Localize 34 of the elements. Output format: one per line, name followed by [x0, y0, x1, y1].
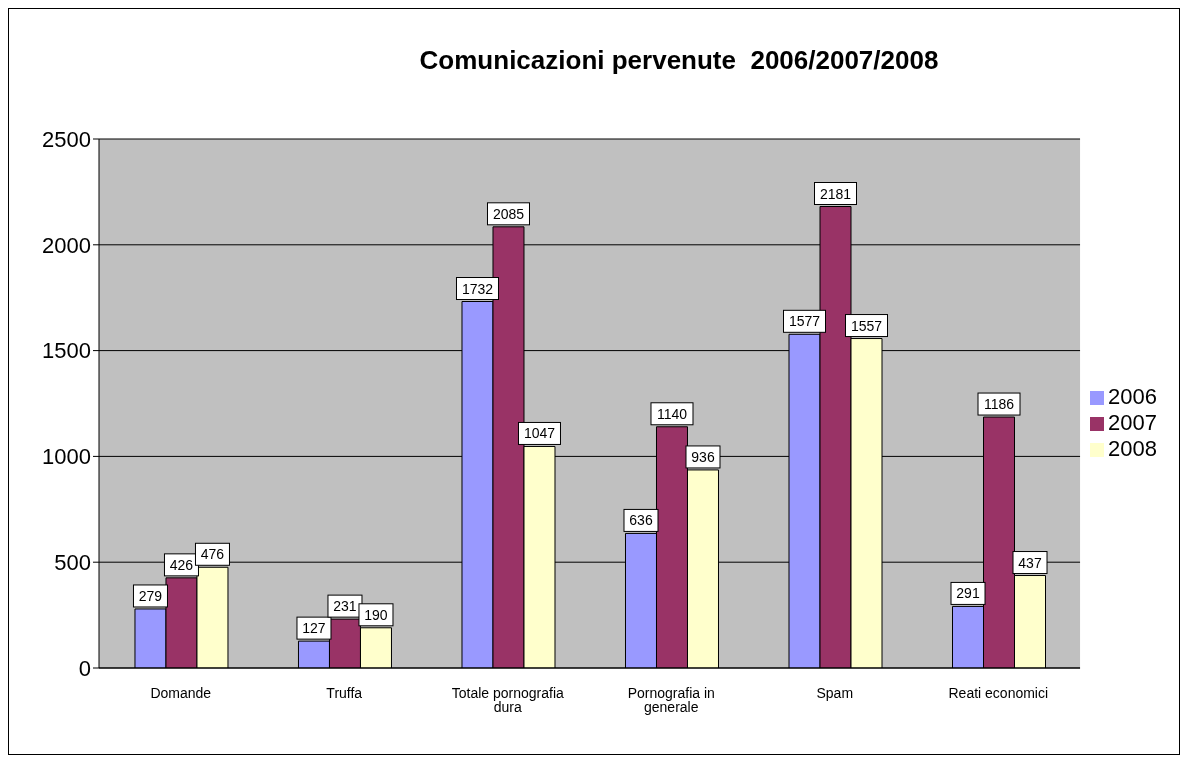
x-tick-label: Pornografia in generale: [627, 684, 715, 715]
x-tick-label: Spam: [816, 684, 854, 701]
data-label: 127: [302, 620, 326, 637]
y-tick-label: 500: [54, 550, 91, 576]
x-tick-label: Reati economici: [948, 684, 1049, 701]
data-label: 1732: [461, 280, 494, 297]
x-tick-label: Totale pornografia dura: [451, 684, 565, 715]
data-label: 279: [138, 587, 163, 604]
data-label: 1186: [983, 396, 1015, 413]
data-label: 2181: [819, 185, 852, 202]
data-label: 426: [169, 556, 194, 573]
data-label: 476: [200, 546, 225, 563]
x-tick-label: Truffa: [326, 684, 363, 701]
y-tick-label: 0: [78, 655, 91, 681]
data-label: 936: [691, 448, 715, 465]
data-label: 1557: [850, 317, 883, 334]
legend-label: 2006: [1108, 383, 1157, 409]
y-tick-label: 1500: [42, 338, 91, 364]
data-label: 1140: [656, 405, 688, 422]
x-tick-label: Domande: [150, 684, 212, 701]
data-label: 1047: [523, 425, 556, 442]
chart-title: Comunicazioni pervenute 2006/2007/2008: [418, 44, 940, 77]
data-label: 2085: [492, 205, 525, 222]
y-tick-label: 2000: [42, 232, 91, 258]
y-tick-label: 2500: [42, 126, 91, 152]
y-tick-label: 1000: [42, 444, 91, 470]
data-label: 1577: [788, 313, 821, 330]
data-label: 636: [629, 512, 653, 529]
legend-label: 2008: [1108, 435, 1157, 461]
data-label: 437: [1018, 554, 1042, 571]
data-label: 291: [956, 585, 980, 602]
data-label: 190: [364, 606, 388, 623]
data-label: 231: [333, 598, 357, 615]
legend-label: 2007: [1108, 409, 1157, 435]
